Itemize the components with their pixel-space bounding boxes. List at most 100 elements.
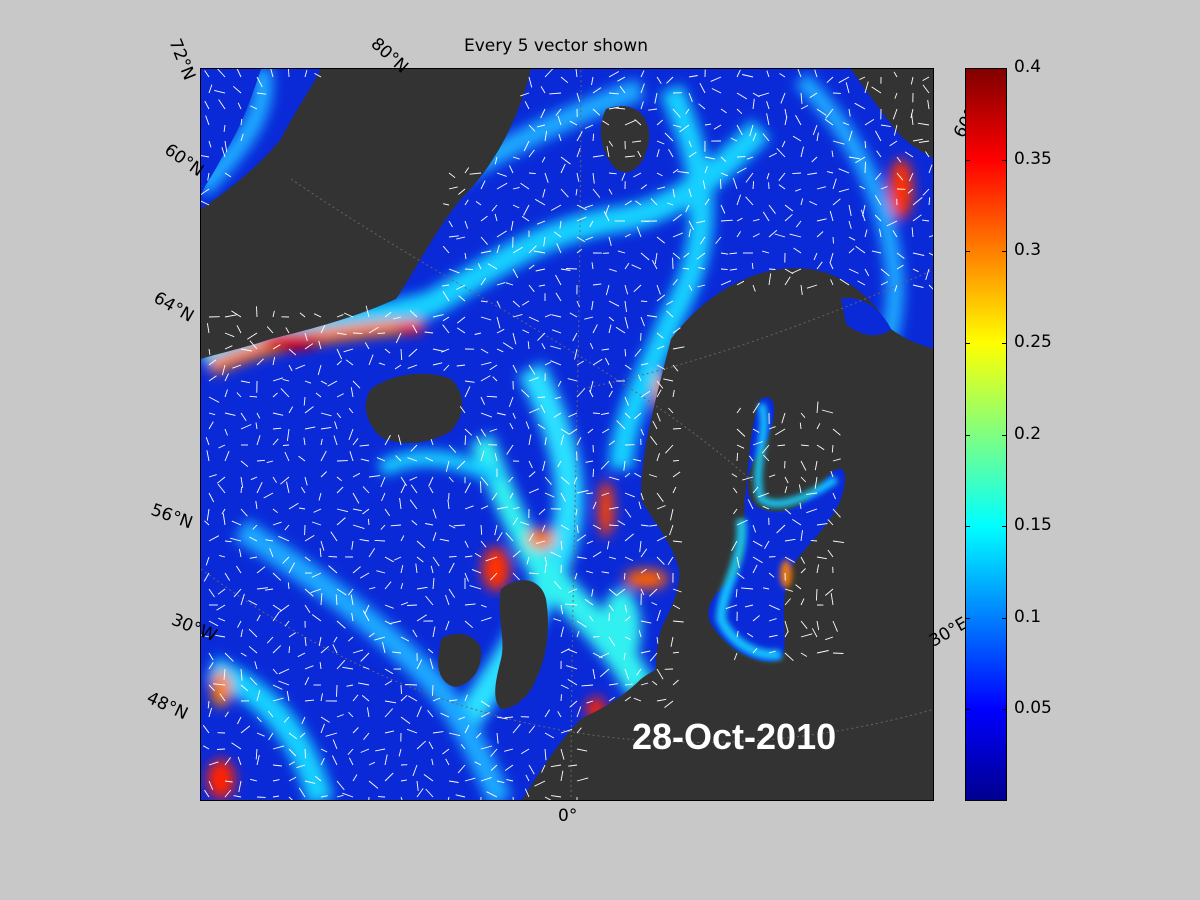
velocity-vector xyxy=(814,476,818,489)
velocity-vector xyxy=(249,536,258,542)
velocity-vector xyxy=(576,360,584,366)
velocity-vector xyxy=(407,695,418,702)
velocity-vector xyxy=(336,684,338,697)
velocity-vector xyxy=(240,476,244,488)
velocity-vector xyxy=(592,154,604,158)
velocity-vector xyxy=(400,636,410,642)
velocity-vector xyxy=(591,300,594,311)
velocity-vector xyxy=(623,572,626,580)
velocity-vector xyxy=(774,233,786,238)
colorbar-tick-mark xyxy=(965,435,970,436)
velocity-vector xyxy=(672,214,682,222)
velocity-vector xyxy=(367,518,370,526)
velocity-vector xyxy=(317,364,322,376)
velocity-vector xyxy=(800,444,809,447)
velocity-vector xyxy=(768,572,775,578)
velocity-vector xyxy=(208,535,220,542)
velocity-vector xyxy=(320,757,325,766)
velocity-vector xyxy=(512,268,519,279)
velocity-vector xyxy=(809,200,818,206)
velocity-vector xyxy=(656,186,666,190)
velocity-vector xyxy=(656,119,663,126)
velocity-vector xyxy=(528,764,535,775)
velocity-vector xyxy=(816,186,826,190)
velocity-vector xyxy=(224,373,229,382)
velocity-vector xyxy=(663,378,674,382)
velocity-vector xyxy=(524,101,530,110)
velocity-vector xyxy=(560,540,563,550)
velocity-vector xyxy=(528,488,539,494)
velocity-vector xyxy=(416,788,424,798)
velocity-vector xyxy=(688,188,692,198)
colorbar-tick-mark xyxy=(1002,68,1007,69)
velocity-vector xyxy=(586,700,594,704)
velocity-vector xyxy=(214,89,226,94)
velocity-vector xyxy=(816,401,819,414)
velocity-vector xyxy=(477,263,482,270)
velocity-vector xyxy=(832,508,841,518)
velocity-vector xyxy=(448,555,457,558)
velocity-vector xyxy=(749,124,754,137)
velocity-vector xyxy=(325,732,338,737)
velocity-vector xyxy=(615,326,626,334)
velocity-vector xyxy=(617,250,626,254)
velocity-vector xyxy=(672,427,682,430)
velocity-vector xyxy=(637,150,642,158)
velocity-vector xyxy=(384,700,397,704)
velocity-vector xyxy=(535,268,546,272)
velocity-vector xyxy=(407,457,418,462)
velocity-vector xyxy=(365,305,370,318)
velocity-vector xyxy=(272,521,282,526)
velocity-vector xyxy=(249,778,258,782)
lat-label-48N: 48°N xyxy=(143,688,191,725)
velocity-vector xyxy=(496,244,500,254)
velocity-vector xyxy=(751,262,754,270)
velocity-vector xyxy=(792,519,802,526)
velocity-vector xyxy=(912,197,923,206)
velocity-vector xyxy=(352,774,358,782)
velocity-vector xyxy=(335,594,338,606)
velocity-vector xyxy=(733,652,738,661)
velocity-vector xyxy=(575,508,578,516)
velocity-vector xyxy=(272,427,282,430)
velocity-vector xyxy=(806,508,818,514)
velocity-vector xyxy=(604,204,610,216)
velocity-vector xyxy=(762,505,770,510)
velocity-vector xyxy=(352,332,363,334)
velocity-vector xyxy=(912,284,924,288)
velocity-vector xyxy=(528,471,536,478)
velocity-vector xyxy=(592,412,601,415)
velocity-vector xyxy=(416,540,426,549)
velocity-vector xyxy=(223,668,226,680)
velocity-vector xyxy=(592,172,595,184)
velocity-vector xyxy=(331,755,338,766)
velocity-vector xyxy=(496,780,505,784)
velocity-vector xyxy=(384,348,391,354)
velocity-vector xyxy=(699,82,706,94)
velocity-vector xyxy=(469,172,482,175)
velocity-vector xyxy=(448,444,457,453)
velocity-vector xyxy=(348,757,354,766)
velocity-vector xyxy=(560,428,570,435)
velocity-vector xyxy=(399,498,402,510)
velocity-vector xyxy=(256,732,265,737)
velocity-vector xyxy=(389,620,402,625)
velocity-vector xyxy=(624,364,632,370)
velocity-vector xyxy=(496,328,505,334)
velocity-vector xyxy=(376,570,386,574)
velocity-vector xyxy=(688,284,693,291)
velocity-vector xyxy=(592,133,595,142)
velocity-vector xyxy=(288,364,293,372)
velocity-vector xyxy=(656,345,665,350)
velocity-vector xyxy=(555,292,562,302)
velocity-vector xyxy=(544,130,548,142)
velocity-vector xyxy=(360,652,370,662)
velocity-vector xyxy=(272,392,278,398)
velocity-vector xyxy=(729,268,738,271)
velocity-vector xyxy=(512,332,517,345)
velocity-vector xyxy=(652,420,658,430)
velocity-vector xyxy=(544,172,549,183)
velocity-vector xyxy=(504,716,514,719)
velocity-vector xyxy=(351,612,354,622)
velocity-vector xyxy=(560,524,570,530)
